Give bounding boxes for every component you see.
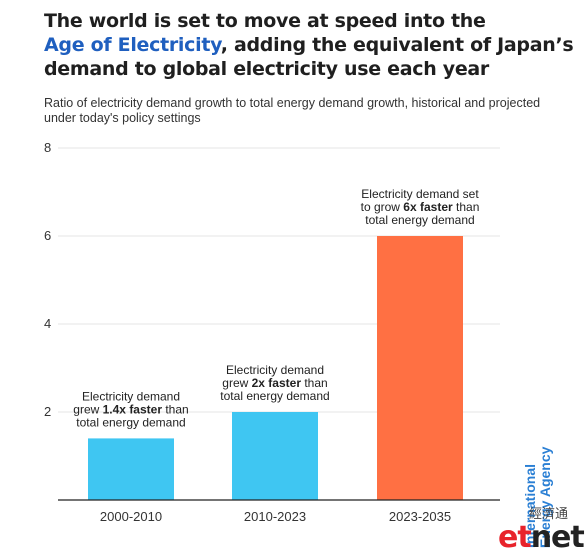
chart-title: The world is set to move at speed into t… bbox=[44, 9, 584, 81]
iea-logo: InternationalEnergy Agency bbox=[522, 446, 553, 548]
y-tick-label: 6 bbox=[44, 228, 51, 243]
title-line-2: , adding the equivalent of Japan’s bbox=[220, 34, 574, 56]
bar bbox=[377, 236, 463, 500]
y-tick-label: 4 bbox=[44, 316, 51, 331]
x-tick-label: 2000-2010 bbox=[100, 509, 162, 524]
title-highlight: Age of Electricity bbox=[44, 34, 221, 56]
bar-annotation: Electricity demand grew 2x faster than tot… bbox=[220, 363, 329, 403]
watermark-chinese: 經濟通 bbox=[529, 506, 568, 522]
chart-subtitle: Ratio of electricity demand growth to to… bbox=[44, 96, 541, 125]
bar bbox=[88, 438, 174, 500]
bar-annotation: Electricity demand set to grow 6x faster … bbox=[361, 187, 480, 227]
title-line-1: The world is set to move at speed into t… bbox=[44, 10, 486, 32]
etnet-watermark: etnet bbox=[498, 520, 584, 550]
y-tick-label: 2 bbox=[44, 404, 51, 419]
y-tick-label: 8 bbox=[44, 140, 51, 155]
bar-annotation: Electricity demand grew 1.4x faster than t… bbox=[73, 389, 188, 429]
bar bbox=[232, 412, 318, 500]
x-tick-label: 2023-2035 bbox=[389, 509, 451, 524]
x-tick-label: 2010-2023 bbox=[244, 509, 306, 524]
title-line-3: demand to global electricity use each ye… bbox=[44, 58, 489, 80]
